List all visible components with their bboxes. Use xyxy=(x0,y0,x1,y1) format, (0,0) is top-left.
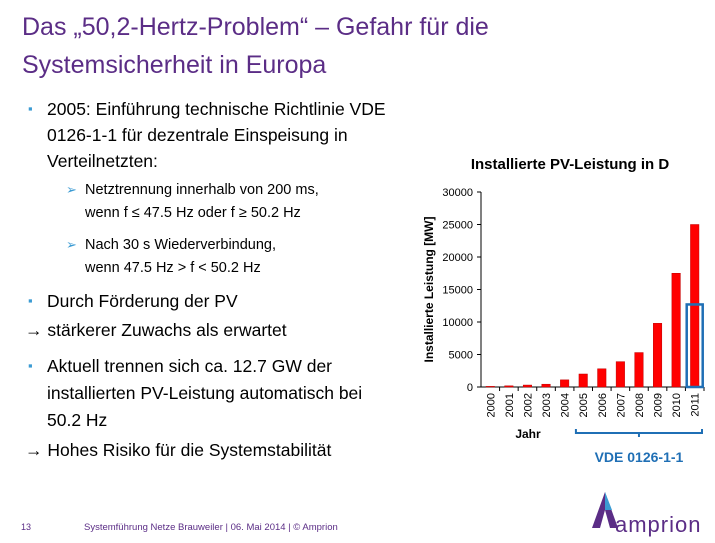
x-tick-label: 2006 xyxy=(597,393,609,417)
y-tick-label: 5000 xyxy=(449,350,473,362)
bar-2010 xyxy=(671,273,681,388)
bullet-3-line-1: Aktuell trennen sich ca. 12.7 GW der xyxy=(47,356,332,376)
x-tick-label: 2004 xyxy=(560,393,572,417)
bar-2001 xyxy=(504,385,514,388)
slide-title-line-2: Systemsicherheit in Europa xyxy=(22,51,327,79)
bullet-2-text: Durch Förderung der PV xyxy=(47,291,238,311)
arrow-line-1: → stärkerer Zuwachs als erwartet xyxy=(25,320,287,340)
bullet-marker: ▪ xyxy=(28,358,33,373)
sub-bullet-2-line-2: wenn 47.5 Hz > f < 50.2 Hz xyxy=(85,260,261,276)
logo-text: amprion xyxy=(615,512,702,537)
amprion-logo-icon xyxy=(592,492,618,528)
bullet-3-line-3: 50.2 Hz xyxy=(47,410,108,430)
x-axis-label: Jahr xyxy=(515,427,541,441)
y-tick-label: 30000 xyxy=(442,187,473,199)
x-tick-label: 2009 xyxy=(653,393,665,417)
sub-bullet-1-line-1: Netztrennung innerhalb von 200 ms, xyxy=(85,182,319,198)
highlight-box xyxy=(685,303,704,389)
x-tick-label: 2001 xyxy=(504,393,516,417)
x-tick-label: 2007 xyxy=(615,393,627,417)
x-tick-label: 2010 xyxy=(671,393,683,417)
slide-title-line-1: Das „50,2-Hertz-Problem“ – Gefahr für di… xyxy=(22,13,489,41)
x-tick-label: 2002 xyxy=(522,393,534,417)
page-number: 13 xyxy=(21,522,32,532)
bar-2006 xyxy=(597,368,607,388)
x-tick-label: 2011 xyxy=(690,393,702,417)
y-tick-label: 20000 xyxy=(442,252,473,264)
bullet-3-line-2: installierten PV-Leistung automatisch be… xyxy=(47,383,363,403)
bar-2005 xyxy=(578,373,588,388)
x-tick-label: 2005 xyxy=(578,393,590,417)
annotation-bracket xyxy=(574,429,703,434)
y-tick-label: 0 xyxy=(467,382,473,394)
bullet-marker: ▪ xyxy=(28,293,33,308)
bullet-1-line-3: Verteilnetzten: xyxy=(47,151,158,171)
bar-2002 xyxy=(522,384,532,388)
footer-text: Systemführung Netze Brauweiler | 06. Mai… xyxy=(84,522,338,533)
sub-bullet-marker: ➢ xyxy=(66,237,77,252)
annotation-label: VDE 0126-1-1 xyxy=(595,449,684,465)
arrow-line-2: → Hohes Risiko für die Systemstabilität xyxy=(25,440,332,460)
x-tick-label: 2000 xyxy=(485,393,497,417)
bullet-marker: ▪ xyxy=(28,101,33,116)
x-tick-label: 2003 xyxy=(541,393,553,417)
x-tick-label: 2008 xyxy=(634,393,646,417)
bar-2007 xyxy=(615,361,625,388)
sub-bullet-1-line-2: wenn f ≤ 47.5 Hz oder f ≥ 50.2 Hz xyxy=(85,205,301,221)
bar-2011 xyxy=(690,224,700,388)
slide-title: Das „50,2-Hertz-Problem“ – Gefahr für di… xyxy=(22,8,622,84)
y-tick-label: 10000 xyxy=(442,317,473,329)
y-axis-label: Installierte Leistung [MW] xyxy=(422,216,436,362)
bar-2003 xyxy=(541,383,551,388)
y-tick-label: 15000 xyxy=(442,285,473,297)
bullet-1-line-1: 2005: Einführung technische Richtlinie V… xyxy=(47,99,386,119)
bullet-1-line-2: 0126-1-1 für dezentrale Einspeisung in xyxy=(47,125,348,145)
sub-bullet-2-line-1: Nach 30 s Wiederverbindung, xyxy=(85,237,277,253)
bar-2008 xyxy=(634,352,644,388)
bar-2000 xyxy=(485,386,495,388)
sub-bullet-marker: ➢ xyxy=(66,182,77,197)
bar-2009 xyxy=(653,323,663,388)
y-tick-label: 25000 xyxy=(442,220,473,232)
bar-2004 xyxy=(560,379,570,388)
chart-title: Installierte PV-Leistung in D xyxy=(470,156,670,173)
